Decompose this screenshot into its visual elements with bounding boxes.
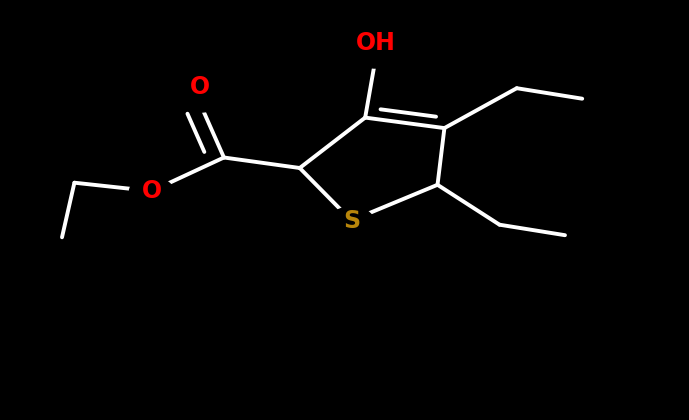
Text: S: S	[343, 208, 360, 233]
Text: OH: OH	[356, 31, 395, 55]
Circle shape	[130, 178, 174, 205]
Text: O: O	[141, 179, 162, 203]
Circle shape	[178, 85, 222, 112]
Circle shape	[329, 207, 373, 234]
Circle shape	[353, 41, 398, 68]
Text: O: O	[189, 75, 210, 99]
